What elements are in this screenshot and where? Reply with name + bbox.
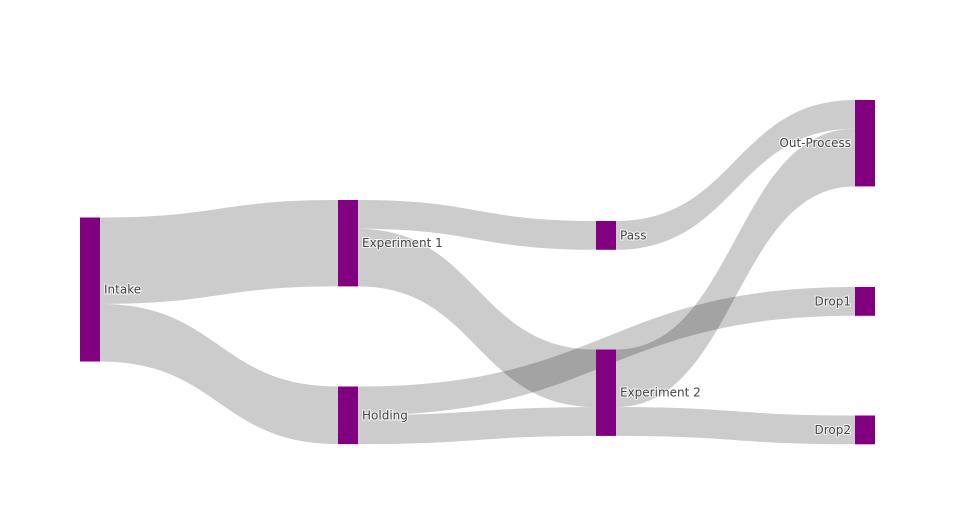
node-intake[interactable] bbox=[80, 217, 100, 362]
links-layer bbox=[100, 100, 855, 445]
node-exp1[interactable] bbox=[338, 200, 358, 287]
node-label-holding: Holding bbox=[362, 408, 408, 422]
link-holding-to-exp2[interactable] bbox=[358, 407, 596, 445]
link-exp1-to-exp2[interactable] bbox=[358, 228, 596, 408]
node-label-drop2: Drop2 bbox=[814, 423, 851, 437]
node-label-drop1: Drop1 bbox=[814, 294, 851, 308]
node-label-out: Out-Process bbox=[779, 136, 851, 150]
node-label-intake: Intake bbox=[104, 283, 141, 297]
link-exp1-to-pass[interactable] bbox=[358, 200, 596, 250]
node-holding[interactable] bbox=[338, 386, 358, 445]
node-label-pass: Pass bbox=[620, 228, 647, 242]
node-drop1[interactable] bbox=[855, 287, 875, 316]
node-label-exp1: Experiment 1 bbox=[362, 236, 443, 250]
link-exp2-to-out[interactable] bbox=[616, 128, 855, 408]
labels-layer: Intake Experiment 1 Holding Pass Experiment … bbox=[103, 135, 852, 438]
link-intake-to-exp1[interactable] bbox=[100, 200, 338, 304]
node-pass[interactable] bbox=[596, 221, 616, 250]
link-pass-to-out[interactable] bbox=[616, 100, 855, 250]
node-label-exp2: Experiment 2 bbox=[620, 386, 701, 400]
node-exp2[interactable] bbox=[596, 349, 616, 436]
node-out[interactable] bbox=[855, 100, 875, 187]
link-intake-to-holding[interactable] bbox=[100, 303, 338, 445]
link-exp2-to-drop2[interactable] bbox=[616, 407, 855, 445]
node-drop2[interactable] bbox=[855, 415, 875, 445]
nodes-layer bbox=[80, 100, 875, 445]
